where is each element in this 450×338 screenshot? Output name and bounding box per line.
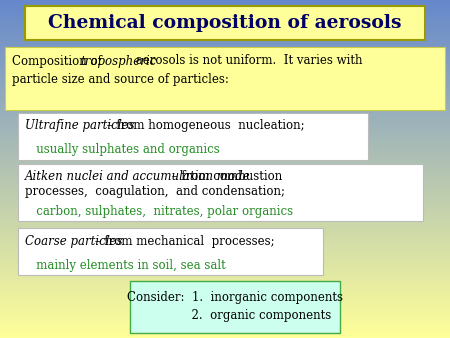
FancyBboxPatch shape — [18, 164, 423, 221]
FancyBboxPatch shape — [18, 228, 323, 275]
Text: usually sulphates and organics: usually sulphates and organics — [25, 144, 220, 156]
Text: mainly elements in soil, sea salt: mainly elements in soil, sea salt — [25, 259, 226, 271]
FancyBboxPatch shape — [25, 6, 425, 40]
Text: 2.  organic components: 2. organic components — [139, 310, 331, 322]
Text: Coarse particles: Coarse particles — [25, 235, 122, 247]
Text: Ultrafine particles: Ultrafine particles — [25, 120, 135, 132]
Text: Composition of: Composition of — [12, 54, 106, 68]
FancyBboxPatch shape — [18, 113, 368, 160]
FancyBboxPatch shape — [130, 281, 340, 333]
Text: aerosols is not uniform.  It varies with: aerosols is not uniform. It varies with — [132, 54, 362, 68]
Text: Chemical composition of aerosols: Chemical composition of aerosols — [48, 14, 402, 32]
Text: particle size and source of particles:: particle size and source of particles: — [12, 72, 229, 86]
Text: tropospheric: tropospheric — [80, 54, 157, 68]
Text: – from mechanical  processes;: – from mechanical processes; — [90, 235, 274, 247]
Text: – from homogeneous  nucleation;: – from homogeneous nucleation; — [103, 120, 305, 132]
Text: – from combustion: – from combustion — [168, 170, 283, 184]
Text: processes,  coagulation,  and condensation;: processes, coagulation, and condensation… — [25, 185, 285, 197]
Text: carbon, sulphates,  nitrates, polar organics: carbon, sulphates, nitrates, polar organ… — [25, 204, 293, 217]
Text: Aitken nuclei and accumulation mode: Aitken nuclei and accumulation mode — [25, 170, 251, 184]
FancyBboxPatch shape — [5, 47, 445, 110]
Text: Consider:  1.  inorganic components: Consider: 1. inorganic components — [127, 291, 343, 305]
